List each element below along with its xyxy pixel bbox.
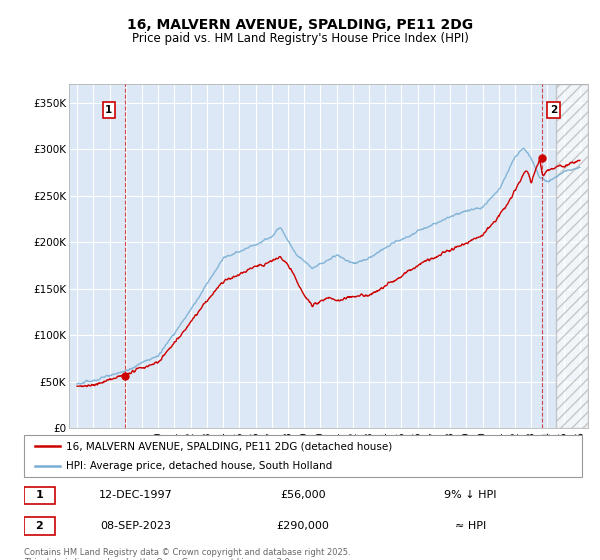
Text: 16, MALVERN AVENUE, SPALDING, PE11 2DG (detached house): 16, MALVERN AVENUE, SPALDING, PE11 2DG (… [66,441,392,451]
Text: ≈ HPI: ≈ HPI [455,521,486,531]
FancyBboxPatch shape [24,487,55,504]
Text: 1: 1 [35,490,43,500]
Text: 2: 2 [550,105,557,115]
Text: £56,000: £56,000 [280,490,326,500]
Text: Price paid vs. HM Land Registry's House Price Index (HPI): Price paid vs. HM Land Registry's House … [131,32,469,45]
FancyBboxPatch shape [24,435,582,477]
FancyBboxPatch shape [24,517,55,535]
Text: Contains HM Land Registry data © Crown copyright and database right 2025.
This d: Contains HM Land Registry data © Crown c… [24,548,350,560]
Text: 9% ↓ HPI: 9% ↓ HPI [444,490,497,500]
Text: 16, MALVERN AVENUE, SPALDING, PE11 2DG: 16, MALVERN AVENUE, SPALDING, PE11 2DG [127,18,473,32]
Text: 08-SEP-2023: 08-SEP-2023 [100,521,171,531]
Text: 1: 1 [105,105,112,115]
Text: 2: 2 [35,521,43,531]
Text: 12-DEC-1997: 12-DEC-1997 [99,490,172,500]
Text: £290,000: £290,000 [277,521,329,531]
Text: HPI: Average price, detached house, South Holland: HPI: Average price, detached house, Sout… [66,461,332,471]
